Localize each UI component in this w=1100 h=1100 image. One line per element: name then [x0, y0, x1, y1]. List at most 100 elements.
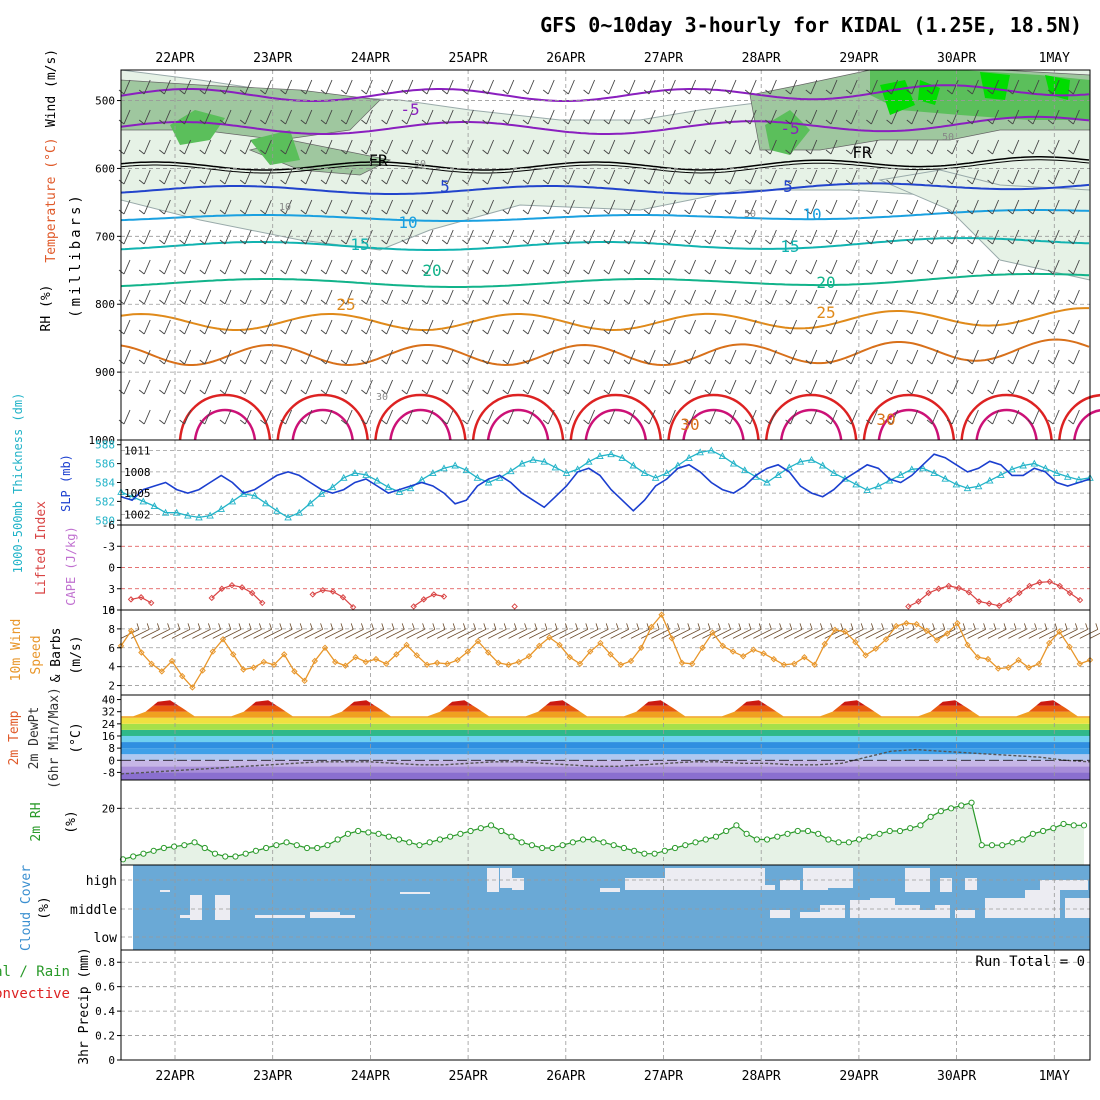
wind10-point	[127, 627, 135, 634]
wind-barb-flag	[623, 419, 630, 425]
wind-barb-flag	[563, 359, 569, 365]
wind-barb-flag	[886, 179, 892, 185]
wind-barb-flag	[401, 359, 408, 365]
contour-label: 20	[422, 261, 441, 280]
wind-barb-flag	[138, 89, 145, 95]
ylabel-temp2m-a: 2m Temp	[7, 710, 22, 765]
rh2m-point	[733, 822, 740, 829]
wind-barb-flag	[583, 299, 589, 305]
wind10-barb-flag	[728, 623, 731, 630]
wind-barb-flag	[866, 149, 872, 155]
wind-barb-flag	[199, 179, 206, 185]
wind-barb	[1032, 379, 1040, 395]
wind-barb	[244, 109, 252, 125]
hot-arch-inner-6	[779, 408, 843, 441]
wind10-barb	[294, 628, 313, 639]
wind-barb	[689, 409, 697, 425]
wind-barb	[588, 289, 596, 305]
wind-barb	[386, 109, 394, 125]
wind-barb	[123, 259, 131, 275]
wind-barb	[244, 319, 252, 335]
wind-barb	[527, 379, 535, 395]
wind-barb	[608, 409, 616, 425]
wind-barb	[850, 79, 858, 95]
wind-barb	[830, 169, 838, 185]
wind-barb	[911, 109, 919, 125]
wind10-point	[1066, 643, 1073, 651]
wind-barb-flag	[381, 239, 387, 245]
rh2m-point	[1009, 839, 1016, 846]
wind-barb-flag	[260, 359, 266, 365]
rh2m-panel: 20	[102, 779, 1091, 866]
ytick-thick-584-label: 584	[95, 477, 115, 490]
wind-barb-flag	[159, 179, 165, 185]
wind10-barb	[273, 628, 293, 639]
wind-barb-flag	[765, 359, 771, 365]
wind-barb-flag	[159, 149, 165, 155]
wind-barb	[729, 169, 737, 185]
rh2m-point	[937, 808, 944, 815]
wind10-barb	[120, 628, 140, 639]
wind-barb	[749, 79, 757, 95]
li-point	[1066, 589, 1074, 597]
wind-barb-flag	[502, 119, 509, 125]
wind-barb	[527, 169, 535, 185]
wind-barb-flag	[522, 119, 529, 125]
wind-barb-flag	[744, 89, 751, 95]
wind-barb-flag	[987, 149, 993, 155]
wind-barb-flag	[825, 209, 832, 215]
wind-barb-flag	[664, 209, 670, 215]
wind-barb	[1012, 169, 1020, 185]
wind-barb	[1032, 409, 1040, 425]
thickness-point	[629, 461, 638, 469]
wind-barb-flag	[1068, 239, 1074, 245]
wind-barb-flag	[138, 389, 145, 395]
wind-barb-flag	[159, 209, 165, 215]
wind10-barb	[845, 628, 864, 639]
wind-barb	[729, 79, 737, 95]
wind-barb-flag	[825, 119, 832, 125]
rh2m-point	[712, 833, 720, 840]
li-point	[259, 599, 266, 607]
wind10-barb-flag	[830, 623, 833, 630]
wind-barb-flag	[643, 329, 650, 335]
wind-barb	[426, 289, 434, 305]
wind-barb-flag	[179, 359, 185, 365]
wind-barb	[487, 229, 495, 245]
wind-barb-flag	[260, 179, 266, 185]
wind-barb-flag	[138, 119, 145, 125]
thickness-point	[1030, 459, 1039, 467]
wind10-point	[525, 653, 533, 660]
wind-barb-flag	[906, 359, 913, 365]
rh2m-point	[784, 830, 791, 837]
wind-barb-flag	[361, 119, 367, 125]
wind-barb	[810, 259, 818, 275]
wind-barb-flag	[987, 209, 993, 215]
ytick-mb-500-label: 500	[95, 95, 115, 108]
wind-barb-flag	[320, 179, 327, 185]
rh2m-point	[334, 836, 341, 843]
wind-barb	[911, 319, 919, 335]
wind-barb-flag	[219, 119, 226, 125]
ytick-wind10-10-label: 10	[102, 604, 115, 617]
isotherm-freezing-b	[120, 159, 1090, 174]
wind-barb-flag	[886, 389, 892, 395]
wind-barb	[204, 349, 212, 365]
wind-barb-flag	[462, 179, 468, 185]
wind-barb	[547, 319, 555, 335]
wind10-barb-flag	[432, 623, 436, 630]
wind-barb-flag	[765, 299, 771, 305]
wind-barb-flag	[300, 239, 307, 245]
wind-barb-flag	[1047, 269, 1054, 275]
wind10-barb	[834, 628, 854, 639]
wind-barb-flag	[300, 119, 307, 125]
wind-barb-flag	[260, 389, 266, 395]
wind10-barb	[192, 628, 211, 639]
wind-barb	[749, 289, 757, 305]
wind10-barb	[477, 628, 497, 639]
temp-band-0	[121, 772, 1090, 780]
wind-barb	[345, 109, 353, 125]
date-axis-top: 22APR 23APR 24APR 25APR 26APR 27APR 28APR 29APR…	[155, 51, 1070, 66]
wind-barb	[406, 139, 414, 155]
